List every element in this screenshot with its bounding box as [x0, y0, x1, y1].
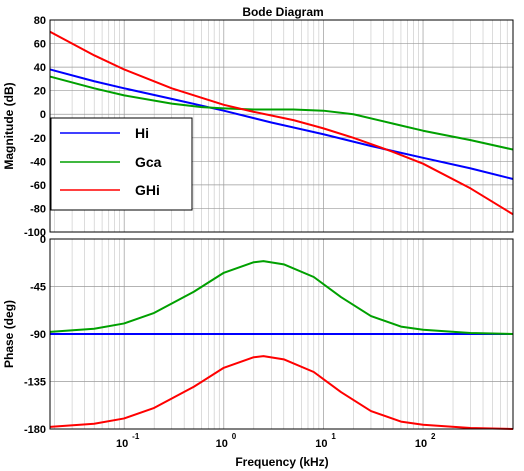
series-line-ghi	[49, 355, 514, 430]
x-tick-label: 10	[415, 438, 427, 450]
x-tick-exponent: 1	[331, 432, 336, 441]
legend: Hi Gca GHi	[50, 117, 193, 211]
y-tick-label: -45	[30, 282, 46, 294]
y-tick-label: 80	[34, 15, 46, 27]
x-tick-exponent: -1	[132, 432, 140, 441]
x-axis-label: Frequency (kHz)	[235, 455, 328, 469]
x-tick-label: 10	[315, 438, 327, 450]
x-tick-labels: 10 -1 10 0 10 1 10 2	[116, 432, 436, 450]
y-tick-label: -90	[30, 329, 46, 341]
phase-series	[49, 260, 514, 430]
series-line-hi	[49, 68, 514, 180]
y-tick-label: 60	[34, 39, 46, 51]
magnitude-y-tick-labels: 80 60 40 20 0 -20 -40 -60 -80 -100	[24, 15, 46, 239]
magnitude-plot-frame	[49, 19, 514, 233]
x-tick-label: 10	[216, 438, 228, 450]
y-tick-label: 0	[40, 234, 46, 246]
legend-label-hi: Hi	[135, 125, 149, 141]
phase-y-tick-labels: 0 -45 -90 -135 -180	[24, 234, 46, 436]
series-line-gca	[49, 75, 514, 151]
series-line-gca	[49, 260, 514, 335]
x-tick-exponent: 2	[431, 432, 436, 441]
x-tick-exponent: 0	[232, 432, 237, 441]
y-tick-label: 0	[40, 109, 46, 121]
y-tick-label: -100	[24, 227, 46, 239]
y-tick-label: -80	[30, 203, 46, 215]
y-tick-label: -40	[30, 156, 46, 168]
legend-label-gca: Gca	[135, 154, 162, 170]
y-tick-label: -135	[24, 377, 46, 389]
y-tick-label: 20	[34, 86, 46, 98]
phase-plot-frame	[49, 238, 514, 430]
x-tick-label: 10	[116, 438, 128, 450]
phase-y-axis-label: Phase (deg)	[2, 300, 16, 368]
y-tick-label: 40	[34, 62, 46, 74]
legend-box	[50, 117, 193, 211]
series-line-ghi	[49, 30, 514, 216]
legend-label-ghi: GHi	[135, 182, 160, 198]
chart-title: Bode Diagram	[242, 5, 323, 19]
magnitude-y-axis-label: Magnitude (dB)	[2, 82, 16, 169]
magnitude-series	[49, 30, 514, 216]
y-tick-label: -60	[30, 180, 46, 192]
y-tick-label: -180	[24, 424, 46, 436]
y-tick-label: -20	[30, 133, 46, 145]
